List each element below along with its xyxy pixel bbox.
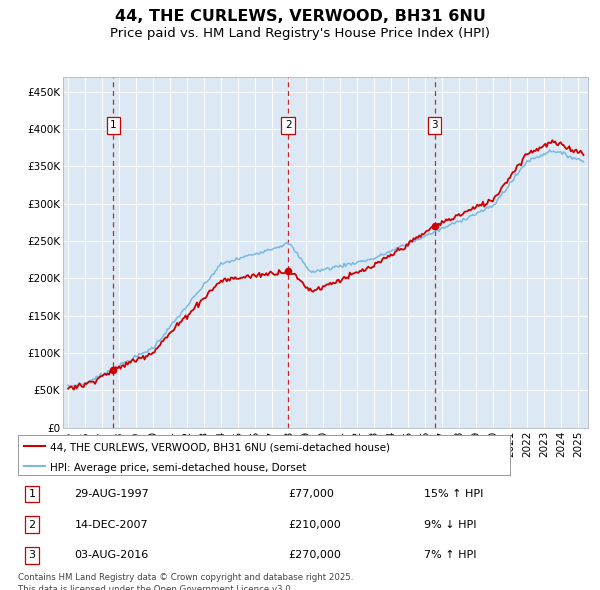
Text: 2: 2 <box>29 520 35 530</box>
Text: 15% ↑ HPI: 15% ↑ HPI <box>424 489 484 499</box>
Text: £270,000: £270,000 <box>289 550 341 560</box>
Text: 2: 2 <box>285 120 292 130</box>
Text: 44, THE CURLEWS, VERWOOD, BH31 6NU: 44, THE CURLEWS, VERWOOD, BH31 6NU <box>115 9 485 24</box>
Text: 9% ↓ HPI: 9% ↓ HPI <box>424 520 476 530</box>
Text: 29-AUG-1997: 29-AUG-1997 <box>74 489 149 499</box>
Text: 3: 3 <box>29 550 35 560</box>
Text: 1: 1 <box>110 120 116 130</box>
Text: £210,000: £210,000 <box>289 520 341 530</box>
Text: Contains HM Land Registry data © Crown copyright and database right 2025.
This d: Contains HM Land Registry data © Crown c… <box>18 573 353 590</box>
Text: 7% ↑ HPI: 7% ↑ HPI <box>424 550 476 560</box>
Text: HPI: Average price, semi-detached house, Dorset: HPI: Average price, semi-detached house,… <box>50 463 307 473</box>
Text: 1: 1 <box>29 489 35 499</box>
Text: 14-DEC-2007: 14-DEC-2007 <box>74 520 148 530</box>
Text: 44, THE CURLEWS, VERWOOD, BH31 6NU (semi-detached house): 44, THE CURLEWS, VERWOOD, BH31 6NU (semi… <box>50 442 390 453</box>
Text: £77,000: £77,000 <box>289 489 335 499</box>
Text: 3: 3 <box>431 120 438 130</box>
Text: Price paid vs. HM Land Registry's House Price Index (HPI): Price paid vs. HM Land Registry's House … <box>110 27 490 40</box>
Text: 03-AUG-2016: 03-AUG-2016 <box>74 550 149 560</box>
